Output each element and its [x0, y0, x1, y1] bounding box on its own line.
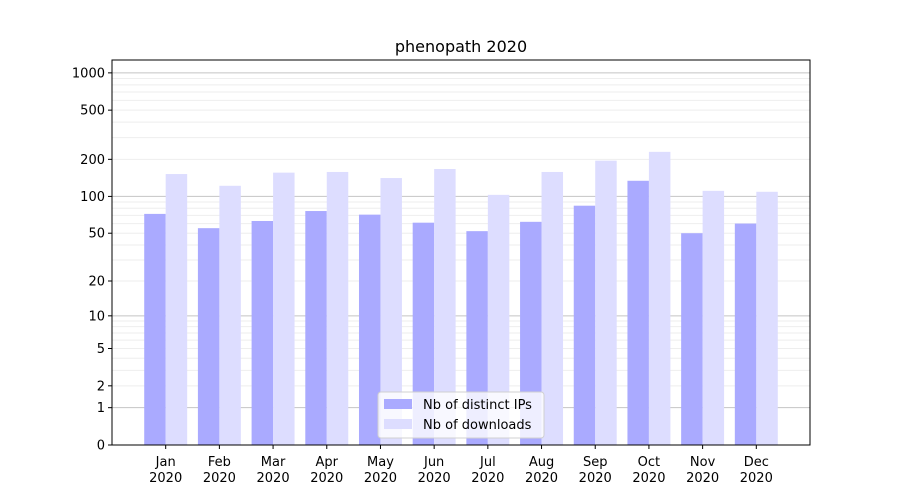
x-tick-label: 2020: [740, 471, 773, 486]
x-tick-label: 2020: [471, 471, 504, 486]
bars: [144, 151, 778, 446]
x-tick-label: Oct: [638, 455, 660, 470]
x-tick-label: 2020: [364, 471, 397, 486]
y-tick-label: 1: [97, 401, 105, 416]
legend-label: Nb of downloads: [423, 418, 532, 433]
x-tick-label: Jun: [423, 455, 444, 470]
legend-swatch: [384, 419, 412, 429]
bar-ips: [305, 211, 327, 445]
x-tick-label: Mar: [261, 455, 286, 470]
bar-ips: [251, 220, 274, 445]
bar-downloads: [756, 191, 778, 445]
bar-ips: [144, 213, 166, 445]
y-tick-label: 20: [88, 275, 105, 290]
x-tick-label: 2020: [149, 471, 182, 486]
bar-ips: [627, 180, 649, 445]
x-tick-label: Aug: [529, 455, 554, 470]
y-tick-label: 500: [80, 104, 105, 119]
x-tick-label: Feb: [208, 455, 231, 470]
x-tick-label: May: [367, 455, 394, 470]
legend-box: [377, 391, 545, 439]
y-tick-label: 5: [97, 342, 105, 357]
y-tick-label: 10: [88, 309, 105, 324]
bar-ips: [412, 222, 435, 445]
bar-downloads: [273, 172, 295, 445]
y-tick-label: 1000: [72, 66, 105, 81]
legend-label: Nb of distinct IPs: [423, 398, 532, 413]
bar-downloads: [487, 194, 510, 445]
x-tick-label: Jul: [479, 455, 496, 470]
x-tick-label: 2020: [203, 471, 236, 486]
x-tick-label: 2020: [310, 471, 343, 486]
x-tick-label: 2020: [632, 471, 665, 486]
bar-ips: [358, 214, 381, 445]
legend-swatch: [384, 399, 412, 409]
y-tick-label: 2: [97, 379, 105, 394]
y-tick-label: 0: [97, 439, 105, 454]
x-tick-label: 2020: [418, 471, 451, 486]
bar-downloads: [165, 174, 188, 445]
axes: 01251020501002005001000Jan2020Feb2020Mar…: [72, 59, 811, 486]
x-tick-label: 2020: [257, 471, 290, 486]
x-tick-label: Sep: [583, 455, 608, 470]
x-tick-label: 2020: [686, 471, 719, 486]
bar-ips: [197, 228, 220, 445]
y-tick-label: 100: [80, 190, 105, 205]
bar-downloads: [219, 185, 241, 446]
legend: Nb of distinct IPs Nb of downloads: [377, 391, 545, 439]
bar-ips: [734, 223, 757, 445]
x-tick-label: 2020: [525, 471, 558, 486]
x-tick-label: Jan: [155, 455, 176, 470]
x-tick-label: 2020: [579, 471, 612, 486]
bar-ips: [681, 233, 703, 445]
bar-downloads: [702, 190, 725, 445]
bar-downloads: [595, 160, 617, 445]
bar-downloads: [326, 171, 349, 445]
bar-ips: [520, 221, 542, 445]
y-tick-label: 200: [80, 153, 105, 168]
bar-downloads: [434, 169, 456, 445]
bar-ips: [573, 205, 596, 445]
y-tick-label: 50: [88, 227, 105, 242]
x-tick-label: Apr: [316, 455, 339, 470]
chart-title: phenopath 2020: [395, 37, 527, 56]
bar-downloads: [380, 178, 402, 446]
x-tick-label: Dec: [744, 455, 769, 470]
bar-downloads: [541, 171, 564, 445]
bar-downloads: [648, 151, 671, 445]
x-tick-label: Nov: [690, 455, 716, 470]
axes-frame: [111, 59, 811, 446]
